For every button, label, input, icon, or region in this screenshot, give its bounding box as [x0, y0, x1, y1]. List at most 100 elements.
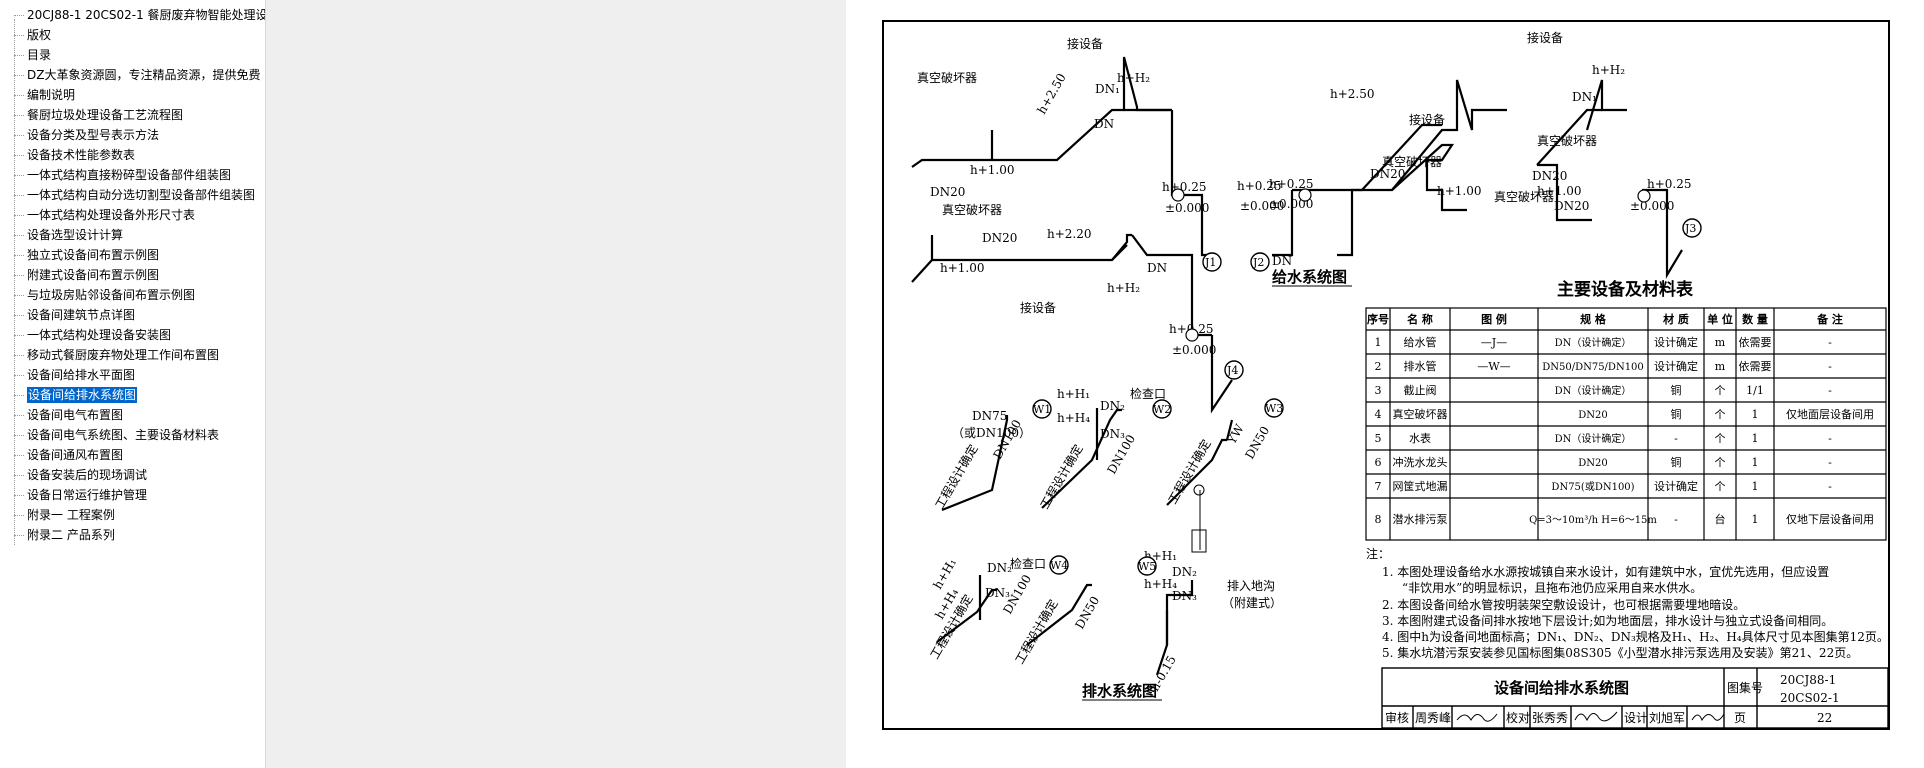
drain-terminals: W1 W2 W3 W4 W5	[1032, 398, 1284, 576]
table-cell: 3	[1375, 384, 1382, 397]
bookmark-item[interactable]: 设备安装后的现场调试	[14, 465, 264, 485]
bookmark-item[interactable]: 目录	[14, 45, 264, 65]
sheet-title: 设备间给排水系统图	[1494, 679, 1629, 697]
review-label: 审核	[1385, 710, 1409, 725]
connect-equip-label: 接设备	[1409, 112, 1445, 127]
document-page	[846, 0, 1924, 768]
table-cell: -	[1828, 456, 1832, 469]
table-header-cell: 数 量	[1742, 312, 1768, 326]
designer-name: 刘旭军	[1649, 711, 1685, 725]
water-meter-icon	[1185, 328, 1199, 342]
table-cell: 5	[1375, 432, 1382, 445]
table-cell: -	[1674, 513, 1678, 526]
bookmark-item[interactable]: 设备间通风布置图	[14, 445, 264, 465]
page-label: 页	[1734, 711, 1746, 725]
table-cell: 1	[1752, 432, 1759, 445]
table-cell: 潜水排污泵	[1393, 512, 1448, 526]
signature-reviewer	[1456, 713, 1498, 722]
bookmark-item[interactable]: 独立式设备间布置示例图	[14, 245, 264, 265]
table-cell: 6	[1375, 456, 1382, 469]
bookmark-item[interactable]: 附录一 工程案例	[14, 505, 264, 525]
bookmark-item[interactable]: 版权	[14, 25, 264, 45]
table-cell: -	[1828, 480, 1832, 493]
eng-design-label: 工程设计确定	[1012, 597, 1061, 667]
bookmark-item[interactable]: 与垃圾房贴邻设备间布置示例图	[14, 285, 264, 305]
terminal-w3: W3	[1265, 402, 1283, 415]
table-cell: 个	[1715, 432, 1726, 445]
atlas-number-2: 20CS02-1	[1780, 691, 1840, 705]
terminal-w4: W4	[1050, 559, 1068, 572]
notes-label: 注：	[1366, 546, 1390, 561]
terminal-circle	[1137, 556, 1157, 576]
terminal-w1: W1	[1033, 403, 1051, 416]
terminal-w5: W5	[1138, 560, 1156, 573]
vac-breaker-label: 真空破坏器	[1537, 133, 1597, 148]
pipe-size-label: DN75	[972, 409, 1007, 423]
drain-labels: DN75 （或DN100） DN100 工程设计确定 h+H₁ h+H₄ DN₂…	[927, 386, 1282, 694]
table-cell: 真空破坏器	[1393, 407, 1448, 421]
bookmark-item[interactable]: 设备间电气布置图	[14, 405, 264, 425]
bookmark-item[interactable]: DZ大革象资源圆，专注精品资源，提供免费	[14, 65, 264, 85]
table-header-cell: 单 位	[1707, 312, 1733, 326]
elev-label: h+0.25	[1162, 180, 1207, 194]
dn2-label: DN₂	[1172, 565, 1197, 579]
elev-label: h+H₄	[1057, 411, 1090, 425]
dn-label: DN	[1094, 117, 1114, 131]
bookmark-item[interactable]: 一体式结构处理设备安装图	[14, 325, 264, 345]
elev-label: h+1.00	[1437, 184, 1482, 198]
table-cell: 1	[1752, 480, 1759, 493]
bookmark-item[interactable]: 一体式结构直接粉碎型设备部件组装图	[14, 165, 264, 185]
table-cell: m	[1715, 360, 1726, 373]
bookmark-item[interactable]: 设备选型设计计算	[14, 225, 264, 245]
dn3-label: DN₃	[985, 586, 1010, 600]
note-line: 5. 集水坑潜污泵安装参见国标图集08S305《小型潜水排污泵选用及安装》第21…	[1382, 645, 1858, 660]
bookmark-item[interactable]: 设备分类及型号表示方法	[14, 125, 264, 145]
elev-label: h+1.00	[940, 261, 985, 275]
note-line: 3. 本图附建式设备间排水按地下层设计;如为地面层，排水设计与独立式设备间相同。	[1382, 613, 1833, 628]
water-meter-icon	[1637, 189, 1651, 203]
pipe-size-label: DN20	[982, 231, 1017, 245]
table-cell: -	[1828, 360, 1832, 373]
bookmark-item[interactable]: 20CJ88-1 20CS02-1 餐厨废弃物智能处理设	[14, 5, 265, 25]
bookmark-item[interactable]: 一体式结构自动分选切割型设备部件组装图	[14, 185, 264, 205]
bookmark-item[interactable]: 设备间电气系统图、主要设备材料表	[14, 425, 264, 445]
sheet-frame	[882, 20, 1890, 730]
drain-system-title: 排水系统图	[1082, 682, 1157, 700]
table-header-cell: 材 质	[1663, 312, 1689, 326]
table-header-cell: 图 例	[1481, 312, 1507, 326]
viewer-background	[266, 0, 846, 768]
notes-block: 注： 1. 本图处理设备给水水源按城镇自来水设计，如有建筑中水，宜优先选用，但应…	[1366, 546, 1889, 660]
bookmark-item-selected[interactable]: 设备间给排水系统图	[14, 385, 264, 405]
table-cell: 个	[1715, 408, 1726, 421]
table-cell: -	[1828, 336, 1832, 349]
annex-label: （附建式）	[1222, 596, 1282, 610]
bookmark-item[interactable]: 附建式设备间布置示例图	[14, 265, 264, 285]
bookmark-item[interactable]: 移动式餐厨废弃物处理工作间布置图	[14, 345, 264, 365]
inspect-label: 检查口	[1010, 556, 1046, 571]
atlas-number-1: 20CJ88-1	[1780, 673, 1836, 687]
water-meter-icons	[1171, 188, 1651, 342]
bookmark-item[interactable]: 设备技术性能参数表	[14, 145, 264, 165]
bookmark-item[interactable]: 设备间建筑节点详图	[14, 305, 264, 325]
to-ditch-label: 排入地沟	[1227, 579, 1275, 593]
terminal-circle	[1049, 555, 1069, 575]
bookmark-item[interactable]: 设备日常运行维护管理	[14, 485, 264, 505]
dn-label: DN	[1272, 254, 1292, 268]
water-meter-icon	[1298, 188, 1312, 202]
pipe-size-label: DN20	[930, 185, 965, 199]
table-cell: DN20	[1578, 458, 1608, 469]
bookmark-item[interactable]: 编制说明	[14, 85, 264, 105]
bookmark-item[interactable]: 附录二 产品系列	[14, 525, 264, 545]
table-header-cell: 备 注	[1816, 312, 1843, 326]
bookmark-item[interactable]: 餐厨垃圾处理设备工艺流程图	[14, 105, 264, 125]
check-label: 校对	[1506, 710, 1530, 725]
elev-label: h+H₄	[1144, 577, 1177, 591]
terminal-circle	[1264, 398, 1284, 418]
equipment-table-grid	[1365, 307, 1887, 541]
vac-breaker-label: 真空破坏器	[1494, 189, 1554, 204]
bookmark-item[interactable]: 设备间给排水平面图	[14, 365, 264, 385]
elev-label: h+2.50	[1034, 71, 1068, 117]
table-cell: 排水管	[1404, 359, 1437, 373]
water-meter-icon	[1171, 188, 1185, 202]
bookmark-item[interactable]: 一体式结构处理设备外形尺寸表	[14, 205, 264, 225]
